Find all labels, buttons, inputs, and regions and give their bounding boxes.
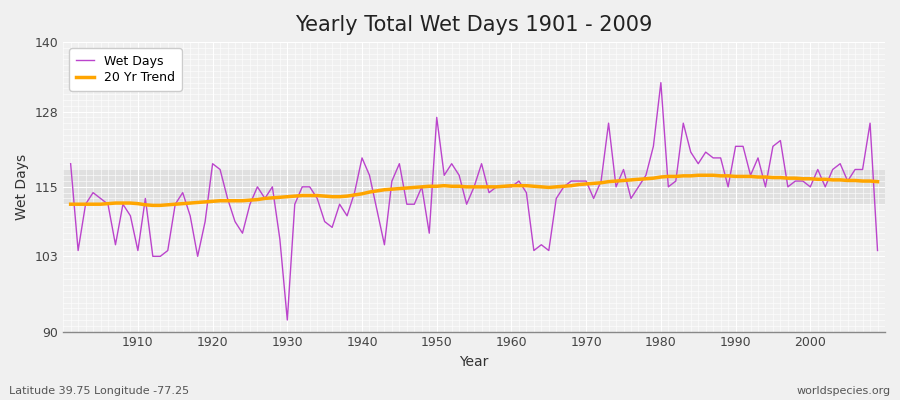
20 Yr Trend [872, 179, 883, 184]
20 Yr Trend [125, 201, 136, 206]
20 Yr Trend [506, 183, 517, 188]
Wet Days [125, 213, 136, 218]
Text: worldspecies.org: worldspecies.org [796, 386, 891, 396]
Line: Wet Days: Wet Days [70, 83, 878, 320]
Title: Yearly Total Wet Days 1901 - 2009: Yearly Total Wet Days 1901 - 2009 [295, 15, 652, 35]
20 Yr Trend [65, 202, 76, 207]
Wet Days [872, 248, 883, 253]
Wet Days [342, 213, 353, 218]
20 Yr Trend [603, 179, 614, 184]
Wet Days [65, 161, 76, 166]
20 Yr Trend [342, 194, 353, 198]
20 Yr Trend [148, 203, 158, 208]
Line: 20 Yr Trend: 20 Yr Trend [70, 175, 878, 205]
X-axis label: Year: Year [459, 355, 489, 369]
Wet Days [282, 318, 292, 322]
Legend: Wet Days, 20 Yr Trend: Wet Days, 20 Yr Trend [69, 48, 182, 91]
20 Yr Trend [297, 193, 308, 198]
Wet Days [506, 184, 517, 189]
Bar [63, 170, 885, 204]
Wet Days [603, 121, 614, 126]
Y-axis label: Wet Days: Wet Days [15, 154, 29, 220]
Text: Latitude 39.75 Longitude -77.25: Latitude 39.75 Longitude -77.25 [9, 386, 189, 396]
20 Yr Trend [514, 183, 525, 188]
Wet Days [655, 80, 666, 85]
20 Yr Trend [693, 173, 704, 178]
Wet Days [297, 184, 308, 189]
Wet Days [514, 179, 525, 184]
